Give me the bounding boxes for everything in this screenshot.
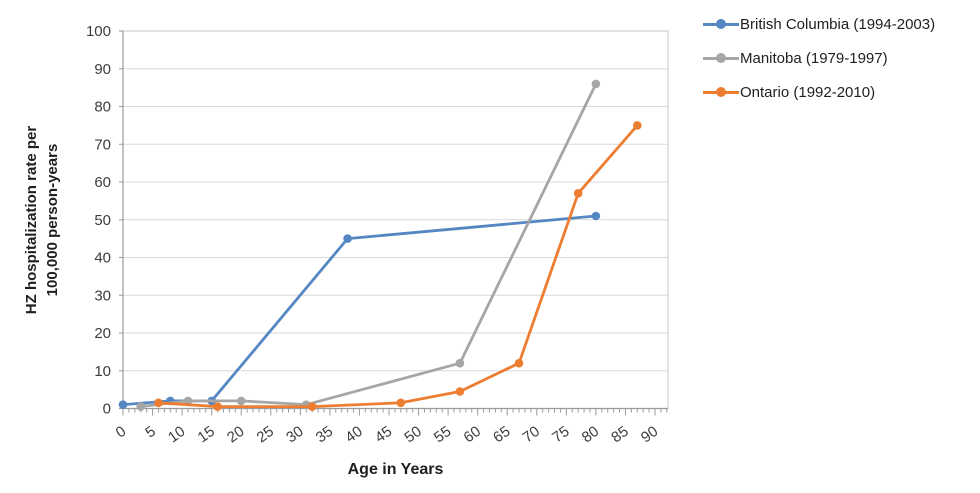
x-tick-label: 90 <box>638 423 661 446</box>
data-point-ontario-1992-2010 <box>154 398 163 408</box>
series-line-british-columbia-1994-2003 <box>121 214 598 407</box>
y-tick-label: 0 <box>103 401 111 418</box>
data-point-manitoba-1979-1997 <box>455 358 465 368</box>
data-point-ontario-1992-2010 <box>573 189 583 198</box>
x-tick-label: 35 <box>313 423 336 446</box>
x-tick-label: 75 <box>549 423 572 446</box>
legend-line-dot-marker <box>703 48 739 68</box>
legend-item-british-columbia: British Columbia (1994-2003) <box>703 14 935 34</box>
data-point-british-columbia-1994-2003 <box>343 234 352 243</box>
x-axis-title: Age in Years <box>347 461 444 478</box>
x-tick-label: 40 <box>342 423 365 446</box>
data-point-ontario-1992-2010 <box>633 121 642 130</box>
data-point-ontario-1992-2010 <box>514 358 524 368</box>
data-point-manitoba-1979-1997 <box>591 79 601 89</box>
x-tick-label: 0 <box>113 423 130 442</box>
y-axis-title-line1: HZ hospitalization rate per <box>23 125 40 315</box>
data-point-ontario-1992-2010 <box>307 402 317 411</box>
x-tick-label: 85 <box>608 423 631 446</box>
data-point-manitoba-1979-1997 <box>136 402 145 411</box>
data-point-british-columbia-1994-2003 <box>591 211 601 221</box>
y-tick-label: 90 <box>94 61 111 78</box>
data-point-ontario-1992-2010 <box>455 387 465 396</box>
series-line-ontario-1992-2010 <box>157 124 639 409</box>
x-tick-label: 50 <box>401 423 424 446</box>
y-tick-label: 20 <box>94 325 111 342</box>
x-tick-label: 65 <box>490 423 513 446</box>
legend-item-manitoba: Manitoba (1979-1997) <box>703 48 935 68</box>
data-point-manitoba-1979-1997 <box>236 396 246 406</box>
data-point-ontario-1992-2010 <box>396 398 406 408</box>
x-tick-label: 55 <box>431 423 454 446</box>
y-axis-title: HZ hospitalization rate per 100,000 pers… <box>21 0 65 440</box>
x-tick-label: 70 <box>520 423 543 446</box>
data-point-british-columbia-1994-2003 <box>118 400 128 410</box>
y-tick-label: 100 <box>86 23 111 40</box>
legend-label: Manitoba (1979-1997) <box>740 49 888 67</box>
x-tick-label: 20 <box>224 423 247 446</box>
legend-item-ontario: Ontario (1992-2010) <box>703 82 935 102</box>
y-tick-label: 60 <box>94 174 111 191</box>
x-tick-label: 80 <box>579 423 602 446</box>
data-point-manitoba-1979-1997 <box>183 396 193 406</box>
x-tick-label: 45 <box>372 423 395 446</box>
legend: British Columbia (1994-2003) Manitoba (1… <box>703 14 935 116</box>
legend-line-dot-marker <box>703 14 739 34</box>
y-tick-label: 80 <box>94 99 111 116</box>
y-tick-label: 30 <box>94 287 111 304</box>
y-tick-label: 40 <box>94 250 111 267</box>
x-tick-label: 25 <box>254 423 277 446</box>
x-tick-label: 10 <box>165 423 188 446</box>
y-tick-label: 10 <box>94 363 111 380</box>
legend-label: British Columbia (1994-2003) <box>740 15 936 33</box>
x-tick-label: 15 <box>195 423 218 446</box>
legend-label: Ontario (1992-2010) <box>740 83 876 101</box>
y-axis-title-line2: 100,000 person-years <box>44 143 61 297</box>
x-tick-label: 5 <box>142 423 159 442</box>
x-tick-label: 30 <box>283 423 306 446</box>
x-tick-label: 60 <box>461 423 484 446</box>
legend-line-dot-marker <box>703 82 739 102</box>
y-tick-label: 50 <box>94 212 111 229</box>
y-tick-label: 70 <box>94 136 111 153</box>
series-line-manitoba-1979-1997 <box>139 82 598 409</box>
data-point-ontario-1992-2010 <box>213 402 222 411</box>
